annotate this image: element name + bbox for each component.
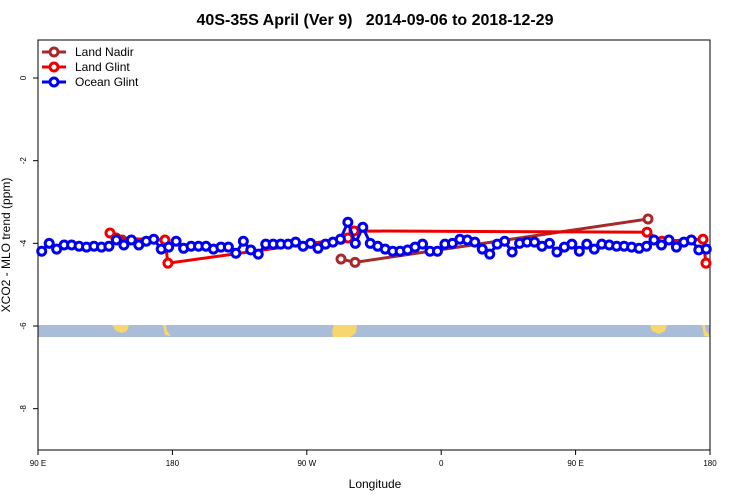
legend-label: Land Nadir [75,45,134,59]
data-point [170,235,182,247]
data-point [573,245,585,257]
legend-marker [48,46,60,58]
land-shape [163,325,171,336]
x-tick-label: 90 E [30,459,46,468]
data-point [163,241,175,253]
legend-marker [48,61,60,73]
x-tick-label: 180 [703,459,717,468]
land-shape [650,325,667,334]
land-shape [702,325,710,337]
data-point [118,239,130,251]
land-mask-band [38,325,710,337]
data-point [357,221,369,233]
data-point [431,245,443,257]
data-point [305,237,317,249]
data-point [685,234,697,246]
data-point [641,226,653,238]
data-point [222,241,234,253]
chart-title: 40S-35S April (Ver 9) 2014-09-06 to 2018… [197,12,554,29]
y-tick-label: 0 [19,75,28,80]
data-point [349,256,361,268]
data-point [334,233,346,245]
data-point [36,245,48,257]
data-point [469,236,481,248]
data-point [349,237,361,249]
x-tick-label: 90 E [567,459,583,468]
data-point [642,213,654,225]
data-point [700,257,712,269]
data-point [476,243,488,255]
data-point [237,235,249,247]
y-tick-label: -2 [19,157,28,165]
land-shape [112,325,129,333]
y-axis-label: XCO2 - MLO trend (ppm) [0,178,13,313]
plot-frame [37,39,711,451]
data-point [484,248,496,260]
y-tick-label: -6 [19,322,28,330]
y-tick-label: -8 [19,405,28,413]
data-point [335,253,347,265]
legend-label: Ocean Glint [75,75,139,89]
x-tick-label: 0 [439,459,444,468]
legend-label: Land Glint [75,60,130,74]
data-point [655,239,667,251]
y-tick-label: -4 [19,239,28,247]
data-point [543,237,555,249]
data-point [110,234,122,246]
data-point [148,233,160,245]
land-shape [332,325,357,337]
data-point [252,248,264,260]
data-point [663,234,675,246]
data-point [581,238,593,250]
data-point [230,247,242,259]
data-point [125,234,137,246]
data-point [43,237,55,249]
data-point [566,238,578,250]
data-point [670,241,682,253]
data-point [103,240,115,252]
legend-marker [48,76,60,88]
data-point [506,246,518,258]
data-point [697,233,709,245]
data-point [648,234,660,246]
data-point [162,257,174,269]
data-point [588,243,600,255]
data-point [342,216,354,228]
data-point [499,235,511,247]
data-point [551,246,563,258]
x-tick-label: 90 W [297,459,316,468]
x-axis-label: Longitude [349,477,402,491]
data-point [417,238,429,250]
data-point [700,243,712,255]
x-tick-label: 180 [166,459,180,468]
data-point [641,240,653,252]
